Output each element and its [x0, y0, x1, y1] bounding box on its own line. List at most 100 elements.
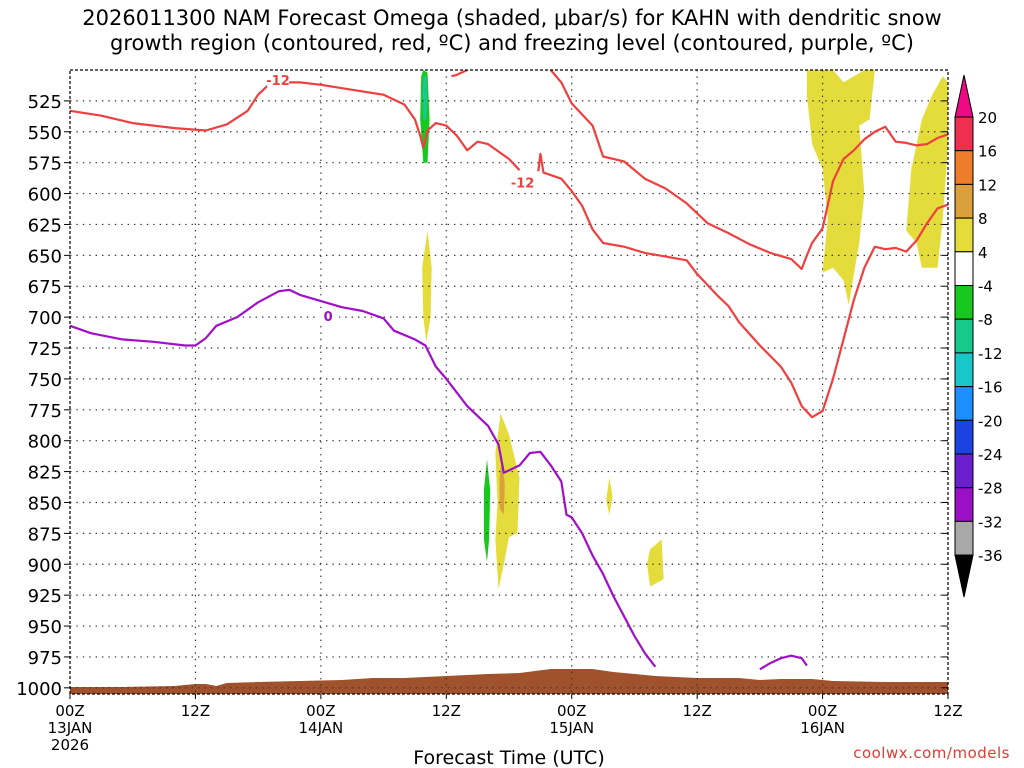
omega-shading	[420, 70, 948, 589]
colorbar-label-11: -28	[978, 480, 1003, 498]
colorbar-segment-8	[954, 386, 974, 421]
x-axis-label: Forecast Time (UTC)	[413, 747, 604, 768]
contour-label-0: -12	[266, 74, 290, 89]
plot-frame	[69, 69, 949, 695]
x-tick-label-4-0: 00Z	[557, 702, 586, 720]
y-tick-label-13: 850	[28, 493, 62, 514]
y-tick-label-6: 675	[28, 277, 62, 298]
x-tick-label-3-0: 12Z	[432, 702, 461, 720]
colorbar-label-3: 8	[978, 210, 988, 228]
x-tick-label-7-0: 12Z	[933, 702, 962, 720]
y-tick-label-2: 575	[28, 154, 62, 175]
contour-line-0	[70, 81, 521, 171]
contour-line-5	[759, 654, 808, 671]
contour-label-1: -12	[511, 177, 535, 192]
contour-label-2: 0	[324, 310, 333, 325]
colorbar-label-6: -8	[978, 311, 993, 329]
x-tick-label-2-1: 14JAN	[298, 719, 343, 737]
source-credit: coolwx.com/models	[853, 744, 1010, 762]
colorbar-segment-0	[954, 116, 974, 152]
omega-region-8	[422, 76, 428, 120]
contour-line-2	[537, 152, 948, 419]
contour-labels: -12 -12 0	[266, 72, 534, 325]
y-tick-label-1: 550	[28, 123, 62, 144]
y-tick-label-11: 800	[28, 432, 62, 453]
colorbar-segment-4	[954, 251, 974, 287]
y-tick-label-16: 925	[28, 586, 62, 607]
x-tick-label-1-0: 12Z	[181, 702, 210, 720]
y-tick-label-10: 775	[28, 401, 62, 422]
y-tick-label-18: 975	[28, 648, 62, 669]
colorbar-label-13: -36	[978, 547, 1003, 565]
colorbar-segment-2	[954, 183, 974, 219]
colorbar-label-5: -4	[978, 278, 993, 296]
x-tick-label-5-0: 12Z	[682, 702, 711, 720]
y-tick-label-19: 1000	[16, 679, 62, 700]
colorbar-label-8: -16	[978, 379, 1003, 397]
grid-lines	[70, 70, 948, 694]
omega-region-5	[606, 477, 613, 515]
x-tick-label-6-1: 16JAN	[800, 719, 845, 737]
omega-region-4	[499, 459, 505, 515]
contour-line-1	[451, 70, 468, 78]
plot-border	[69, 69, 949, 695]
colorbar-label-12: -32	[978, 513, 1003, 531]
y-tick-label-0: 525	[28, 92, 62, 113]
colorbar-label-1: 16	[978, 143, 997, 161]
contour-line-3	[549, 70, 948, 270]
colorbar-label-9: -20	[978, 412, 1003, 430]
colorbar-label-4: 4	[978, 244, 988, 262]
y-axis: 525 550 575 600 625 650 675 700 725 750 775 800 825 8…	[16, 92, 948, 700]
x-tick-label-0-0: 00Z	[55, 702, 84, 720]
y-tick-label-17: 950	[28, 617, 62, 638]
terrain-layer	[70, 669, 948, 694]
colorbar-label-0: 20	[978, 109, 997, 127]
y-tick-label-8: 725	[28, 339, 62, 360]
y-tick-label-14: 875	[28, 524, 62, 545]
y-tick-label-3: 600	[28, 185, 62, 206]
colorbar-segment-12	[954, 520, 974, 556]
omega-region-6	[647, 539, 664, 587]
colorbar-label-7: -12	[978, 345, 1003, 363]
colorbar-segment-9	[954, 419, 974, 455]
y-tick-label-15: 900	[28, 555, 62, 576]
colorbar-label-2: 12	[978, 176, 997, 194]
contour-label-bg-2	[317, 308, 340, 324]
colorbar-segment-5	[954, 285, 974, 320]
y-tick-label-4: 625	[28, 215, 62, 236]
contour-lines	[70, 70, 948, 671]
y-tick-label-5: 650	[28, 246, 62, 267]
colorbar-top-arrow	[954, 74, 974, 118]
contour-label-bg-0	[267, 72, 290, 88]
title-line-1: 2026011300 NAM Forecast Omega (shaded, μ…	[82, 6, 942, 30]
contour-line-4	[70, 288, 657, 668]
omega-region-9	[483, 459, 491, 562]
colorbar-segment-1	[954, 150, 974, 185]
contour-label-bg-1	[511, 174, 534, 190]
title-line-2: growth region (contoured, red, ºC) and f…	[110, 31, 914, 55]
colorbar-segment-6	[954, 318, 974, 354]
y-tick-label-7: 700	[28, 308, 62, 329]
colorbar-segment-7	[954, 352, 974, 388]
y-tick-label-12: 825	[28, 463, 62, 484]
x-tick-label-0-2: 2026	[51, 736, 89, 754]
omega-region-2	[422, 230, 432, 342]
x-tick-label-0-1: 13JAN	[48, 719, 93, 737]
colorbar-segment-10	[954, 453, 974, 489]
colorbar-label-10: -24	[978, 446, 1003, 464]
chart-title: 2026011300 NAM Forecast Omega (shaded, μ…	[0, 6, 1024, 56]
colorbar: 20 16 12 8 4 -4 -8 -12 -16 -20 -24 -28 -32 -36	[954, 74, 1003, 598]
x-tick-label-6-0: 00Z	[808, 702, 837, 720]
terrain-surface	[70, 669, 948, 694]
colorbar-bottom-arrow	[954, 554, 974, 598]
omega-region-1	[906, 76, 948, 268]
colorbar-segment-11	[954, 487, 974, 522]
y-tick-label-9: 750	[28, 370, 62, 391]
omega-region-0	[806, 70, 875, 305]
omega-region-3	[495, 413, 520, 589]
colorbar-segment-3	[954, 217, 974, 253]
x-tick-label-4-1: 15JAN	[549, 719, 594, 737]
x-tick-label-2-0: 00Z	[306, 702, 335, 720]
